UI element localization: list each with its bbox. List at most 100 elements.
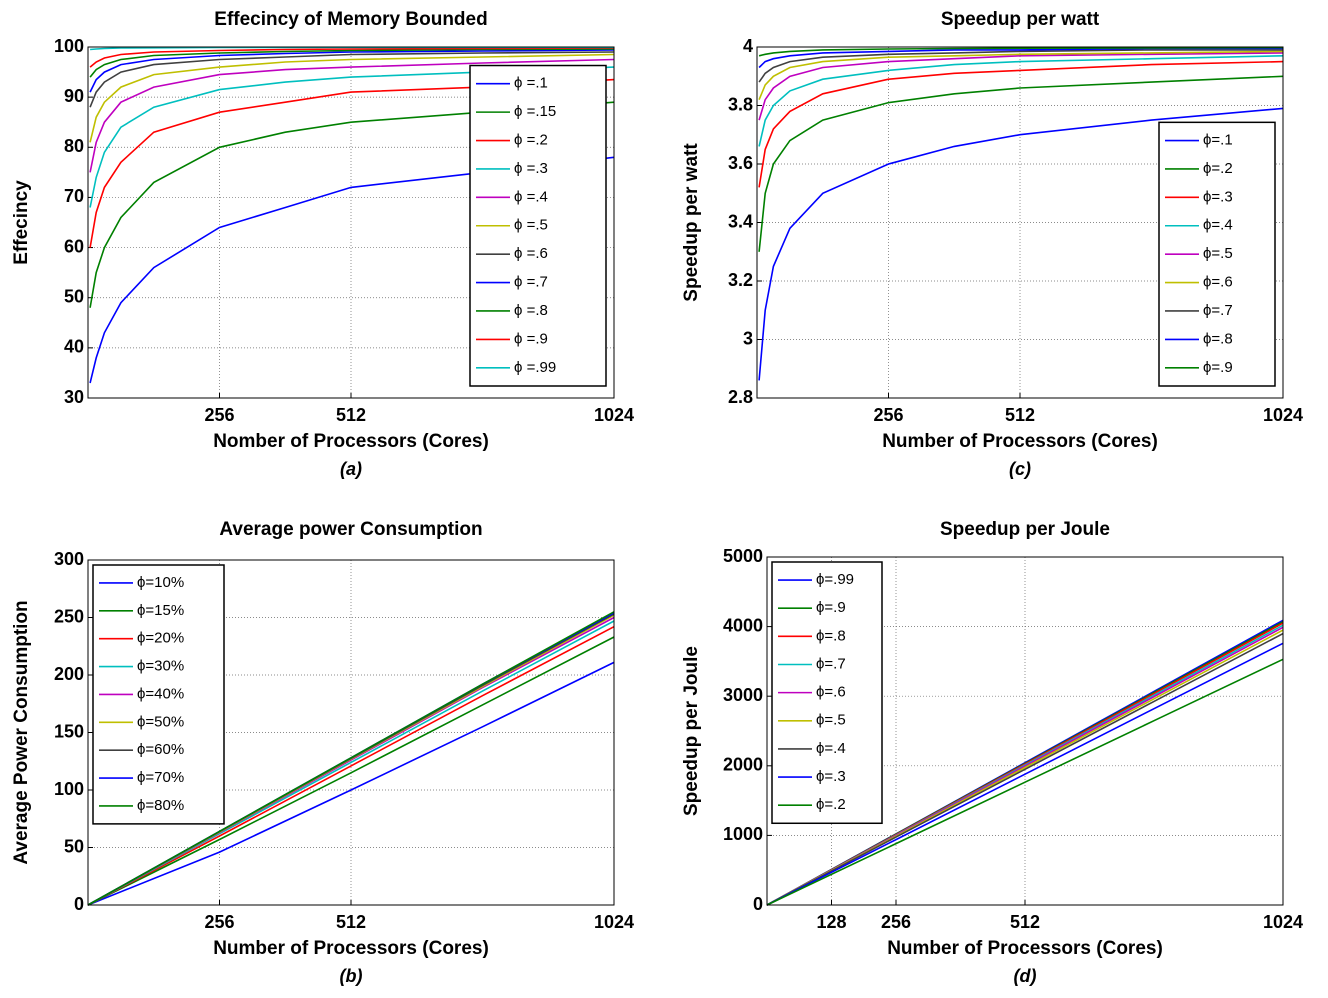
legend-label: ϕ =.4	[514, 188, 548, 205]
series-line	[89, 66, 615, 208]
series-line	[89, 49, 615, 93]
y-tick-label: 2.8	[728, 387, 753, 407]
chart-title: Effecincy of Memory Bounded	[214, 9, 487, 30]
caption: (c)	[1009, 459, 1031, 479]
series-line	[758, 47, 1283, 69]
legend-label: ϕ=.3	[816, 768, 846, 785]
legend-label: ϕ =.9	[514, 330, 548, 347]
y-tick-label: 3.4	[728, 211, 753, 231]
legend-label: ϕ=.99	[816, 571, 854, 588]
y-tick-label: 3.2	[728, 270, 753, 290]
legend-label: ϕ=.4	[816, 740, 846, 757]
chart-title: Speedup per Joule	[940, 519, 1110, 540]
legend-label: ϕ =.7	[514, 274, 548, 291]
x-tick-label: 256	[873, 405, 903, 425]
y-tick-label: 3000	[723, 685, 763, 705]
series-line	[89, 48, 615, 78]
series-line	[89, 156, 615, 384]
legend-label: ϕ=80%	[137, 797, 184, 814]
legend-label: ϕ=15%	[137, 602, 184, 619]
x-axis-title: Number of Processors (Cores)	[882, 431, 1158, 452]
y-axis-title: Effecincy	[11, 180, 32, 265]
legend-label: ϕ=.3	[1203, 188, 1233, 205]
y-axis-title: Speedup per watt	[681, 143, 702, 302]
x-tick-label: 1024	[594, 912, 634, 932]
series-line	[89, 53, 615, 143]
y-axis-title: Average Power Consumption	[11, 600, 32, 864]
series-line	[758, 107, 1284, 381]
y-tick-label: 1000	[723, 824, 763, 844]
x-axis-title: Number of Processors (Cores)	[213, 938, 489, 959]
series-line	[87, 661, 615, 906]
y-tick-label: 2000	[723, 755, 763, 775]
y-tick-label: 250	[54, 606, 84, 626]
series-line	[89, 51, 615, 108]
series-line	[758, 50, 1284, 101]
legend-label: ϕ =.3	[514, 160, 548, 177]
legend-label: ϕ=50%	[137, 713, 184, 730]
y-tick-label: 30	[64, 387, 84, 407]
y-tick-label: 40	[64, 337, 84, 357]
y-tick-label: 0	[74, 894, 84, 914]
series-line	[758, 49, 1283, 83]
y-tick-label: 4000	[723, 615, 763, 635]
series-line	[758, 46, 1284, 57]
caption: (d)	[1014, 966, 1037, 986]
series-line	[766, 658, 1284, 906]
x-tick-label: 1024	[594, 405, 634, 425]
x-tick-label: 512	[1010, 912, 1040, 932]
y-tick-label: 100	[54, 36, 84, 56]
y-tick-label: 200	[54, 664, 84, 684]
series-line	[87, 625, 615, 906]
legend-label: ϕ=.2	[1203, 160, 1233, 177]
legend-label: ϕ =.6	[514, 245, 548, 262]
legend-label: ϕ=20%	[137, 630, 184, 647]
legend-label: ϕ=.8	[816, 627, 846, 644]
legend-label: ϕ=.7	[1203, 302, 1233, 319]
caption: (a)	[340, 459, 362, 479]
series-line	[89, 101, 615, 308]
chart-title: Speedup per watt	[941, 9, 1100, 30]
legend-label: ϕ=.5	[1203, 245, 1233, 262]
y-tick-label: 3.8	[728, 94, 753, 114]
x-tick-label: 128	[816, 912, 846, 932]
y-tick-label: 90	[64, 86, 84, 106]
x-tick-label: 1024	[1263, 912, 1303, 932]
plot-frame	[766, 556, 1284, 906]
x-tick-label: 256	[881, 912, 911, 932]
y-axis-title: Speedup per Joule	[681, 646, 702, 816]
y-tick-label: 5000	[723, 546, 763, 566]
legend-label: ϕ=40%	[137, 685, 184, 702]
legend-label: ϕ=.4	[1203, 217, 1233, 234]
y-tick-label: 60	[64, 236, 84, 256]
caption: (b)	[340, 966, 363, 986]
x-tick-label: 256	[204, 405, 234, 425]
x-axis-title: Nomber of Processors (Cores)	[213, 431, 489, 452]
legend-label: ϕ =.1	[514, 75, 548, 92]
series-line	[87, 636, 615, 906]
x-tick-label: 256	[204, 912, 234, 932]
legend-label: ϕ =.99	[514, 359, 556, 376]
y-tick-label: 4	[743, 36, 753, 56]
plot-frame	[756, 46, 1284, 399]
y-tick-label: 70	[64, 186, 84, 206]
y-tick-label: 3	[743, 328, 753, 348]
series-line	[89, 58, 615, 173]
y-tick-label: 80	[64, 136, 84, 156]
y-tick-label: 3.6	[728, 153, 753, 173]
legend-label: ϕ=.9	[1203, 359, 1233, 376]
chart-title: Average power Consumption	[219, 519, 482, 540]
y-tick-label: 0	[753, 894, 763, 914]
series-line	[89, 78, 615, 248]
legend-label: ϕ=60%	[137, 741, 184, 758]
y-tick-label: 300	[54, 549, 84, 569]
legend-label: ϕ=.2	[816, 796, 846, 813]
series-line	[766, 642, 1284, 906]
legend-label: ϕ=.8	[1203, 330, 1233, 347]
legend-label: ϕ =.8	[514, 302, 548, 319]
series-line	[758, 55, 1284, 147]
x-tick-label: 512	[1005, 405, 1035, 425]
y-tick-label: 150	[54, 721, 84, 741]
legend-label: ϕ =.5	[514, 217, 548, 234]
legend-label: ϕ=.1	[1203, 132, 1233, 149]
